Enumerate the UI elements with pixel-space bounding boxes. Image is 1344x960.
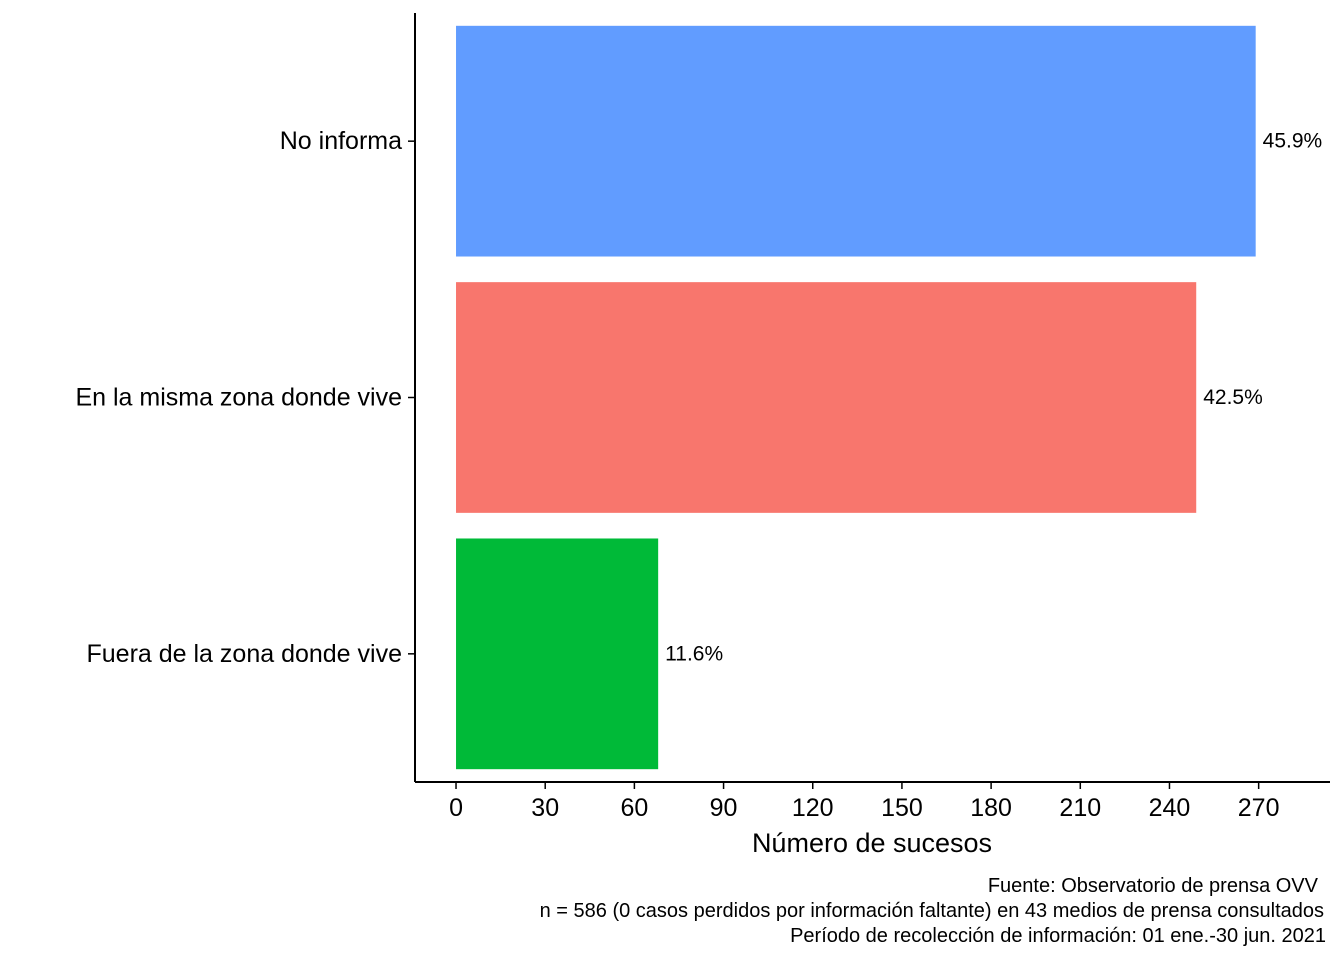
x-tick-label-60: 60	[620, 794, 648, 822]
category-label-3: Fuera de la zona donde vive	[87, 640, 403, 668]
x-axis-title: Número de sucesos	[752, 828, 992, 858]
x-tick-label-90: 90	[710, 794, 738, 822]
category-label-1: No informa	[280, 127, 402, 155]
bar-3	[456, 538, 659, 770]
caption-source: Fuente: Observatorio de prensa OVV	[988, 875, 1319, 897]
x-tick-label-150: 150	[881, 794, 923, 822]
x-tick-label-0: 0	[449, 794, 463, 822]
bar-2	[456, 282, 1197, 513]
data-label-3: 11.6%	[665, 642, 723, 665]
axes-layer: No informa En la misma zona donde vive Fue…	[75, 13, 1330, 822]
x-tick-label-120: 120	[792, 794, 834, 822]
x-tick-label-30: 30	[531, 794, 559, 822]
bar-1	[456, 25, 1256, 257]
x-tick-label-240: 240	[1149, 794, 1191, 822]
bars-layer	[456, 25, 1256, 770]
x-tick-label-270: 270	[1238, 794, 1280, 822]
caption-period: Período de recolección de información: 0…	[790, 925, 1326, 947]
data-label-1: 45.9%	[1263, 130, 1323, 153]
category-label-2: En la misma zona donde vive	[75, 384, 402, 412]
x-tick-label-210: 210	[1059, 794, 1101, 822]
data-label-2: 42.5%	[1203, 386, 1263, 409]
caption-sample: n = 586 (0 casos perdidos por informació…	[540, 900, 1324, 922]
data-labels-layer: 45.9% 42.5% 11.6%	[665, 130, 1322, 666]
x-tick-label-180: 180	[970, 794, 1012, 822]
